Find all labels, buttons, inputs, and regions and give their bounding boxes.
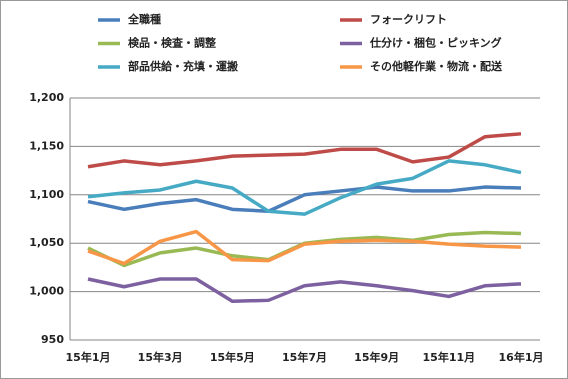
legend-label: その他軽作業・物流・配送 (370, 59, 503, 73)
series-line (87, 132, 522, 169)
series-line (87, 185, 522, 214)
y-tick-label: 1,200 (29, 91, 64, 104)
y-tick-label: 1,150 (29, 139, 64, 152)
x-tick-label: 15年11月 (423, 350, 476, 364)
series-line (87, 229, 522, 266)
y-tick-label: 1,050 (29, 236, 64, 249)
x-tick-label: 15年7月 (282, 350, 327, 364)
x-tick-label: 15年5月 (210, 350, 255, 364)
legend-label: 仕分け・梱包・ピッキング (369, 36, 502, 50)
y-tick-label: 1,100 (29, 188, 64, 201)
legend-label: フォークリフト (370, 13, 447, 26)
legend-label: 検品・検査・調整 (128, 36, 216, 50)
y-tick-label: 1,000 (29, 285, 64, 298)
series-line (87, 277, 522, 304)
series-line (87, 159, 522, 216)
x-tick-label: 15年3月 (138, 350, 183, 364)
y-tick-label: 950 (41, 333, 64, 346)
x-tick-label: 16年1月 (499, 350, 544, 364)
x-tick-label: 15年1月 (66, 350, 111, 364)
x-tick-label: 15年9月 (354, 350, 399, 364)
legend-label: 部品供給・充填・運搬 (128, 59, 238, 73)
legend-label: 全職種 (127, 12, 161, 26)
